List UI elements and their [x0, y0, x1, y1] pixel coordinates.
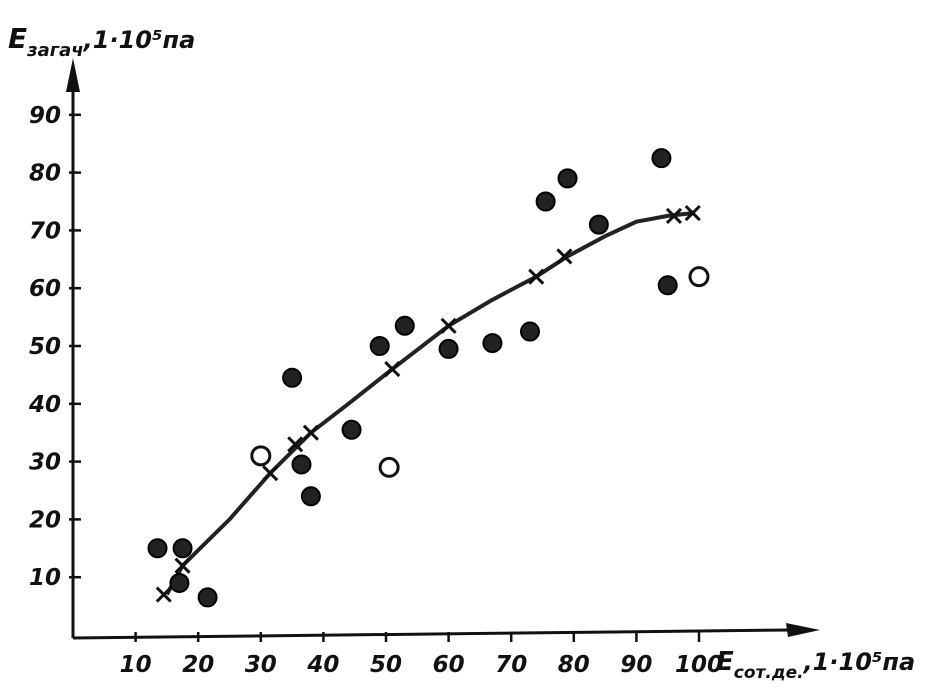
- cross-point: [665, 207, 683, 225]
- y-tick-label: 50: [29, 334, 61, 360]
- filled-point: [482, 333, 503, 354]
- filled-point: [147, 538, 168, 559]
- cross-marker-lines: [384, 361, 401, 378]
- data-points: [147, 148, 710, 608]
- y-axis-label: Eзагач,1·10⁵па: [8, 22, 195, 61]
- y-tick-label: 80: [29, 161, 61, 187]
- filled-point: [197, 587, 218, 608]
- x-tick-label: 80: [558, 652, 590, 678]
- filled-point: [369, 336, 390, 356]
- filled-point: [651, 148, 672, 169]
- x-tick-label: 50: [370, 652, 402, 678]
- filled-point: [341, 419, 362, 440]
- filled-point: [535, 191, 556, 212]
- cross-point: [556, 248, 573, 265]
- y-tick-label: 30: [29, 450, 61, 476]
- cross-point: [155, 586, 172, 603]
- cross-point: [302, 424, 319, 441]
- cross-marker-lines: [302, 424, 319, 441]
- cross-marker-lines: [287, 436, 304, 453]
- cross-point: [684, 204, 701, 222]
- y-axis-label-unit: ,1·10⁵па: [83, 26, 196, 54]
- cross-marker-lines: [528, 268, 545, 285]
- y-axis-label-main: E: [8, 22, 27, 55]
- x-tick-label: 30: [245, 652, 277, 678]
- x-tick-label: 20: [182, 652, 214, 678]
- filled-point: [557, 168, 578, 189]
- filled-point: [172, 538, 193, 559]
- cross-marker-lines: [155, 586, 172, 603]
- x-ticks: 10 20 30 40 50 60 70 80 90 100: [120, 632, 723, 678]
- cross-point: [287, 436, 304, 453]
- x-axis-label-sub: сот.де.: [734, 663, 804, 683]
- filled-point: [282, 367, 303, 388]
- x-tick-label: 60: [433, 652, 465, 678]
- cross-point: [440, 317, 457, 334]
- y-tick-label: 20: [29, 507, 61, 533]
- x-axis-label-main: E: [716, 647, 734, 677]
- y-tick-label: 60: [29, 276, 61, 302]
- filled-point: [300, 486, 321, 507]
- x-tick-label: 40: [306, 652, 339, 678]
- filled-point: [438, 338, 459, 359]
- cross-point: [528, 268, 545, 285]
- y-axis-arrow: [66, 58, 80, 92]
- x-tick-label: 70: [495, 652, 527, 678]
- filled-point: [588, 214, 609, 235]
- open-point: [250, 445, 272, 467]
- filled-point: [657, 275, 678, 296]
- filled-point: [519, 321, 540, 342]
- x-axis-arrow: [786, 623, 820, 637]
- filled-point: [291, 454, 312, 475]
- open-point: [378, 456, 400, 478]
- y-axis-label-sub: загач: [26, 40, 84, 61]
- cross-marker-lines: [262, 465, 279, 482]
- cross-marker-lines: [174, 557, 191, 574]
- x-tick-label: 100: [675, 652, 723, 678]
- y-tick-label: 70: [29, 218, 61, 244]
- y-tick-label: 10: [29, 565, 61, 591]
- x-axis: [72, 628, 791, 640]
- x-axis-label: Eсот.де.,1·10⁵па: [716, 647, 915, 683]
- open-point: [688, 266, 710, 288]
- x-tick-label: 10: [120, 652, 152, 678]
- cross-point: [174, 557, 191, 574]
- cross-point: [384, 361, 401, 378]
- x-axis-label-unit: ,1·10⁵па: [803, 648, 916, 676]
- cross-marker-lines: [665, 207, 683, 225]
- y-ticks: 10 20 30 40 50 60 70 80 90: [28, 103, 81, 591]
- cross-marker-lines: [440, 317, 457, 334]
- trend-line: [165, 211, 693, 596]
- filled-point: [394, 315, 415, 336]
- cross-marker-lines: [684, 204, 701, 222]
- cross-point: [262, 465, 279, 482]
- x-tick-label: 90: [620, 652, 652, 678]
- y-tick-label: 40: [28, 392, 61, 418]
- filled-point: [169, 572, 190, 593]
- y-tick-label: 90: [29, 103, 61, 129]
- cross-marker-lines: [556, 248, 573, 265]
